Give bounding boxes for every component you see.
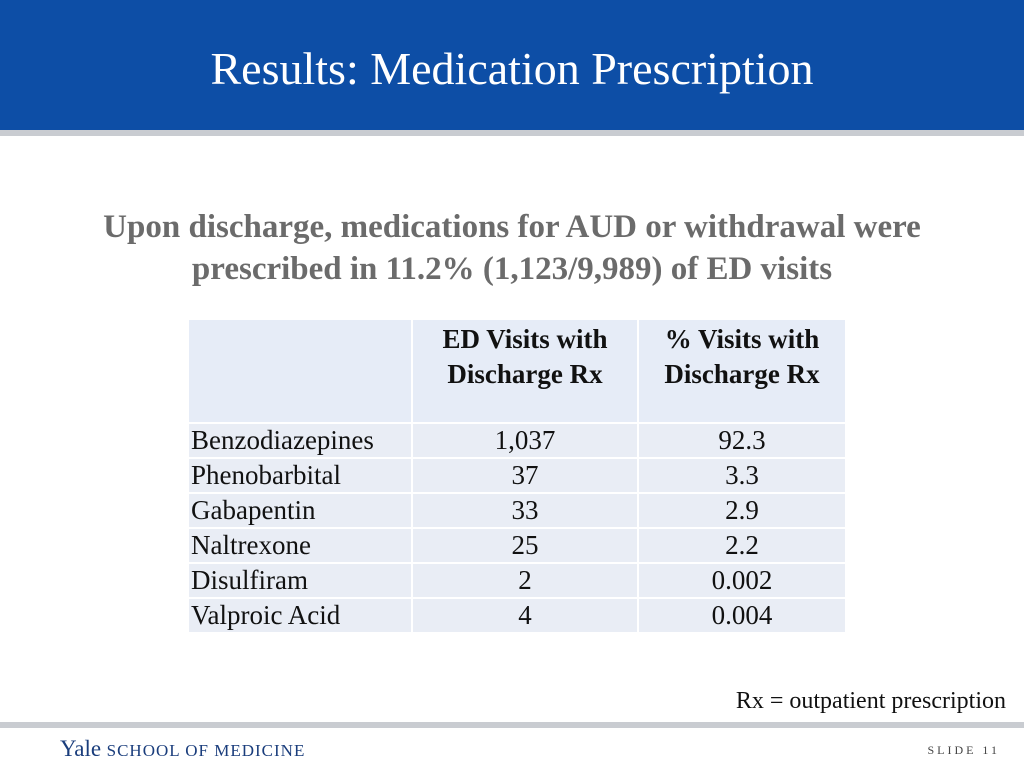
medication-name: Valproic Acid <box>187 597 413 634</box>
medication-table: ED Visits with Discharge Rx % Visits wit… <box>187 318 847 634</box>
table-row: Disulfiram 2 0.002 <box>187 562 847 599</box>
table-row: Gabapentin 33 2.9 <box>187 492 847 529</box>
yale-logo: Yale SCHOOL OF MEDICINE <box>60 736 305 762</box>
visit-count: 33 <box>411 492 639 529</box>
visit-percent: 2.2 <box>637 527 847 564</box>
table-row: Valproic Acid 4 0.004 <box>187 597 847 634</box>
visit-percent: 0.002 <box>637 562 847 599</box>
header-cell-percent: % Visits with Discharge Rx <box>637 318 847 424</box>
medication-name: Naltrexone <box>187 527 413 564</box>
visit-count: 4 <box>411 597 639 634</box>
header-cell-visits: ED Visits with Discharge Rx <box>411 318 639 424</box>
medication-name: Gabapentin <box>187 492 413 529</box>
visit-percent: 2.9 <box>637 492 847 529</box>
medication-name: Benzodiazepines <box>187 422 413 459</box>
visit-count: 25 <box>411 527 639 564</box>
header-cell-blank <box>187 318 413 424</box>
visit-count: 37 <box>411 457 639 494</box>
slide-title: Results: Medication Prescription <box>210 43 814 94</box>
title-bar <box>0 0 1024 130</box>
slide-subtitle: Upon discharge, medications for AUD or w… <box>103 209 921 287</box>
table-row: Benzodiazepines 1,037 92.3 <box>187 422 847 459</box>
logo-school-name: SCHOOL OF MEDICINE <box>106 741 306 760</box>
logo-yale-wordmark: Yale <box>60 736 102 761</box>
footer-divider <box>0 722 1024 728</box>
header-divider <box>0 130 1024 136</box>
visit-percent: 92.3 <box>637 422 847 459</box>
medication-name: Disulfiram <box>187 562 413 599</box>
visit-percent: 3.3 <box>637 457 847 494</box>
visit-count: 2 <box>411 562 639 599</box>
table-header-row: ED Visits with Discharge Rx % Visits wit… <box>187 318 847 424</box>
visit-percent: 0.004 <box>637 597 847 634</box>
table-row: Naltrexone 25 2.2 <box>187 527 847 564</box>
table-row: Phenobarbital 37 3.3 <box>187 457 847 494</box>
footnote: Rx = outpatient prescription <box>735 688 1006 714</box>
slide-number: SLIDE 11 <box>927 743 1000 757</box>
visit-count: 1,037 <box>411 422 639 459</box>
medication-name: Phenobarbital <box>187 457 413 494</box>
